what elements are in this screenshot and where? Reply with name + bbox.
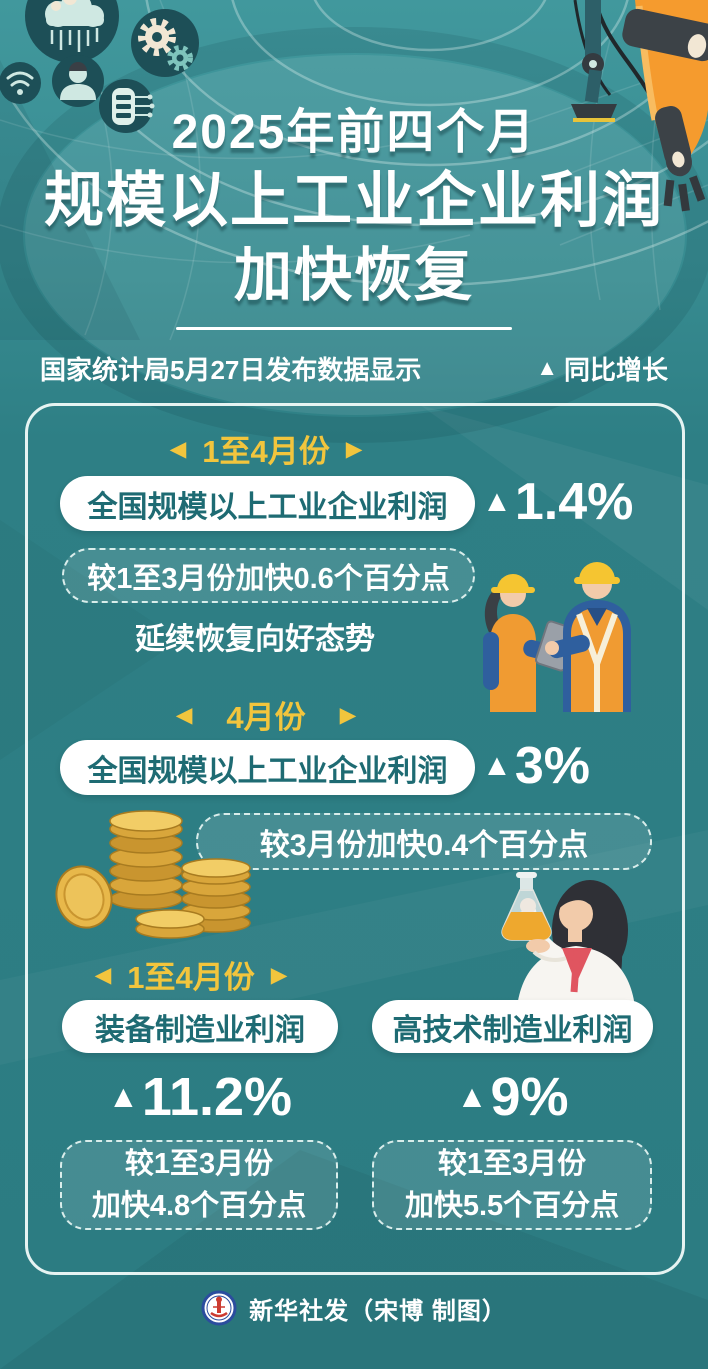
hightech-comparison-box: 较1至3月份 加快5.5个百分点 <box>372 1140 652 1230</box>
right-arrow-icon: ▶ <box>339 702 357 727</box>
hightech-comparison-line2: 加快5.5个百分点 <box>404 1190 620 1222</box>
source-note: 国家统计局5月27日发布数据显示 <box>40 354 422 385</box>
title-underline <box>176 327 512 330</box>
workers-illustration <box>483 562 631 712</box>
hightech-value-text: 9% <box>490 1067 569 1127</box>
up-triangle-icon: ▲ <box>482 485 512 518</box>
section1-period-heading: ◀ 1至4月份 ▶ <box>120 430 412 469</box>
equipment-comparison-line1: 较1至3月份 <box>124 1147 274 1180</box>
hightech-comparison-line1: 较1至3月份 <box>437 1147 587 1180</box>
section2-value: ▲ 3% <box>482 734 622 798</box>
left-arrow-icon: ◀ <box>169 436 187 461</box>
user-icon <box>52 55 104 107</box>
section2-value-text: 3% <box>514 737 591 795</box>
left-arrow-icon: ◀ <box>175 702 193 727</box>
tech-icons-cluster <box>0 0 199 133</box>
right-arrow-icon: ▶ <box>270 962 288 987</box>
section3-period-heading: ◀ 1至4月份 ▶ <box>45 956 337 995</box>
right-arrow-icon: ▶ <box>345 436 363 461</box>
left-arrow-icon: ◀ <box>94 962 112 987</box>
section1-value: ▲ 1.4% <box>482 470 657 534</box>
orange-robot-arm <box>622 0 708 212</box>
gears-icon <box>131 9 199 77</box>
up-triangle-icon: ▲ <box>482 749 512 782</box>
title-line-1: 2025年前四个月 <box>171 106 537 159</box>
equipment-comparison-line2: 加快4.8个百分点 <box>91 1190 307 1222</box>
section2-period: 4月份 <box>226 699 306 735</box>
hightech-manufacturing-pill: 高技术制造业利润 <box>372 1000 653 1053</box>
section3-period: 1至4月份 <box>127 959 255 995</box>
server-icon <box>99 79 155 133</box>
equipment-comparison-box: 较1至3月份 加快4.8个百分点 <box>60 1140 338 1230</box>
footer: 新华社发（宋博 制图） <box>0 1290 708 1326</box>
section1-period: 1至4月份 <box>202 433 330 469</box>
xinhua-logo <box>201 1290 237 1326</box>
cloud-rain-icon <box>25 0 119 63</box>
wifi-icon <box>0 62 41 104</box>
yoy-legend: ▲ 同比增长 <box>536 350 668 387</box>
gold-coins-illustration <box>55 810 251 939</box>
up-triangle-icon: ▲ <box>456 1079 488 1114</box>
equipment-manufacturing-pill: 装备制造业利润 <box>62 1000 338 1053</box>
up-triangle-icon: ▲ <box>536 355 558 380</box>
footer-credit: 新华社发（宋博 制图） <box>249 1297 507 1325</box>
small-robot-arm <box>571 0 617 122</box>
robot-arm-illustration <box>571 0 708 212</box>
section1-metric-pill: 全国规模以上工业企业利润 <box>60 476 475 531</box>
hightech-value: ▲ 9% <box>372 1062 653 1132</box>
section1-comparison: 较1至3月份加快0.6个百分点 <box>62 548 475 603</box>
section1-value-text: 1.4% <box>514 473 634 531</box>
yoy-legend-label: 同比增长 <box>563 354 668 385</box>
title-line-3: 加快恢复 <box>233 243 474 308</box>
section2-metric-pill: 全国规模以上工业企业利润 <box>60 740 475 795</box>
subtitle-row: 国家统计局5月27日发布数据显示 ▲ 同比增长 <box>40 350 668 386</box>
up-triangle-icon: ▲ <box>107 1079 139 1114</box>
section1-note: 延续恢复向好态势 <box>135 623 375 656</box>
equipment-value-text: 11.2% <box>141 1067 293 1127</box>
title-line-2: 规模以上工业企业利润 <box>44 167 664 234</box>
section2-comparison: 较3月份加快0.4个百分点 <box>196 813 652 870</box>
main-panel <box>25 403 685 1275</box>
equipment-value: ▲ 11.2% <box>62 1062 338 1132</box>
section2-period-heading: ◀ 4月份 ▶ <box>120 697 412 735</box>
